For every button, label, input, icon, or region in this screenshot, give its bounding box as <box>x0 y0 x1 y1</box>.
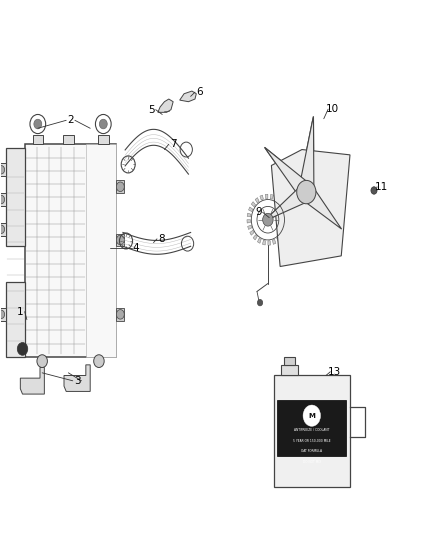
Text: 4: 4 <box>133 243 139 253</box>
Text: 2: 2 <box>67 115 74 125</box>
Polygon shape <box>284 210 288 214</box>
Polygon shape <box>285 222 289 227</box>
Polygon shape <box>64 365 90 391</box>
Circle shape <box>303 405 321 426</box>
Circle shape <box>94 355 104 368</box>
Circle shape <box>258 300 263 306</box>
Polygon shape <box>253 235 257 240</box>
Bar <box>274 375 350 487</box>
Polygon shape <box>265 194 268 199</box>
Bar <box>6 282 25 357</box>
Circle shape <box>0 225 5 233</box>
Text: ANTIFREEZE / COOLANT: ANTIFREEZE / COOLANT <box>294 428 329 432</box>
Polygon shape <box>272 239 276 244</box>
Circle shape <box>117 310 124 319</box>
Polygon shape <box>299 117 314 195</box>
Text: 13: 13 <box>328 367 341 377</box>
Text: OAT FORMULA: OAT FORMULA <box>301 449 322 454</box>
Bar <box>117 233 124 246</box>
Text: 6: 6 <box>196 87 203 97</box>
Polygon shape <box>260 195 263 200</box>
Circle shape <box>99 119 107 129</box>
Text: 5 YEAR OR 150,000 MILE: 5 YEAR OR 150,000 MILE <box>293 439 331 443</box>
Polygon shape <box>258 238 261 243</box>
Text: 8: 8 <box>158 234 165 244</box>
Bar <box>98 135 109 144</box>
Bar <box>0 193 6 206</box>
Bar <box>6 149 25 246</box>
Polygon shape <box>255 198 259 203</box>
Circle shape <box>297 181 315 203</box>
Bar <box>32 135 43 144</box>
Bar <box>285 357 295 365</box>
Polygon shape <box>283 228 287 232</box>
Polygon shape <box>265 147 312 198</box>
Polygon shape <box>180 91 196 102</box>
Bar <box>0 223 6 236</box>
Polygon shape <box>247 225 252 230</box>
Text: 10: 10 <box>326 104 339 114</box>
Polygon shape <box>300 186 342 229</box>
Polygon shape <box>158 99 173 112</box>
Circle shape <box>117 235 124 245</box>
Text: 5: 5 <box>148 104 155 115</box>
Text: 9: 9 <box>255 207 261 217</box>
Polygon shape <box>268 241 271 245</box>
Polygon shape <box>285 216 289 220</box>
Bar <box>277 400 346 456</box>
Circle shape <box>0 310 5 319</box>
Text: M: M <box>308 413 315 418</box>
Polygon shape <box>282 204 286 209</box>
Circle shape <box>34 119 42 129</box>
Polygon shape <box>247 220 251 223</box>
Polygon shape <box>275 196 279 201</box>
Polygon shape <box>264 183 309 221</box>
Bar <box>0 164 6 176</box>
Polygon shape <box>264 183 309 221</box>
Text: 3: 3 <box>74 376 81 386</box>
Polygon shape <box>20 368 44 394</box>
Polygon shape <box>251 201 255 207</box>
Bar <box>25 144 117 357</box>
Polygon shape <box>248 207 253 212</box>
Bar <box>63 135 74 144</box>
Polygon shape <box>272 150 350 266</box>
Text: DO NOT MIX: DO NOT MIX <box>303 460 321 464</box>
Text: 11: 11 <box>375 182 388 192</box>
Polygon shape <box>279 199 283 205</box>
Circle shape <box>371 187 377 194</box>
Circle shape <box>17 343 28 356</box>
Text: 7: 7 <box>170 139 177 149</box>
Polygon shape <box>299 117 314 195</box>
Circle shape <box>303 188 310 196</box>
Circle shape <box>263 213 273 226</box>
Polygon shape <box>280 233 285 238</box>
Polygon shape <box>277 237 281 242</box>
Circle shape <box>0 195 5 204</box>
Bar <box>117 308 124 321</box>
Bar <box>117 180 124 193</box>
Text: 1: 1 <box>17 306 24 317</box>
Bar <box>282 365 298 375</box>
Polygon shape <box>300 186 342 229</box>
Polygon shape <box>270 195 273 199</box>
Polygon shape <box>262 240 265 245</box>
Circle shape <box>117 182 124 191</box>
Bar <box>0 308 6 321</box>
Circle shape <box>297 180 316 204</box>
Bar <box>86 144 117 357</box>
Polygon shape <box>247 213 251 217</box>
Circle shape <box>37 355 47 368</box>
Circle shape <box>0 165 5 174</box>
Polygon shape <box>265 147 312 198</box>
Polygon shape <box>250 230 254 235</box>
